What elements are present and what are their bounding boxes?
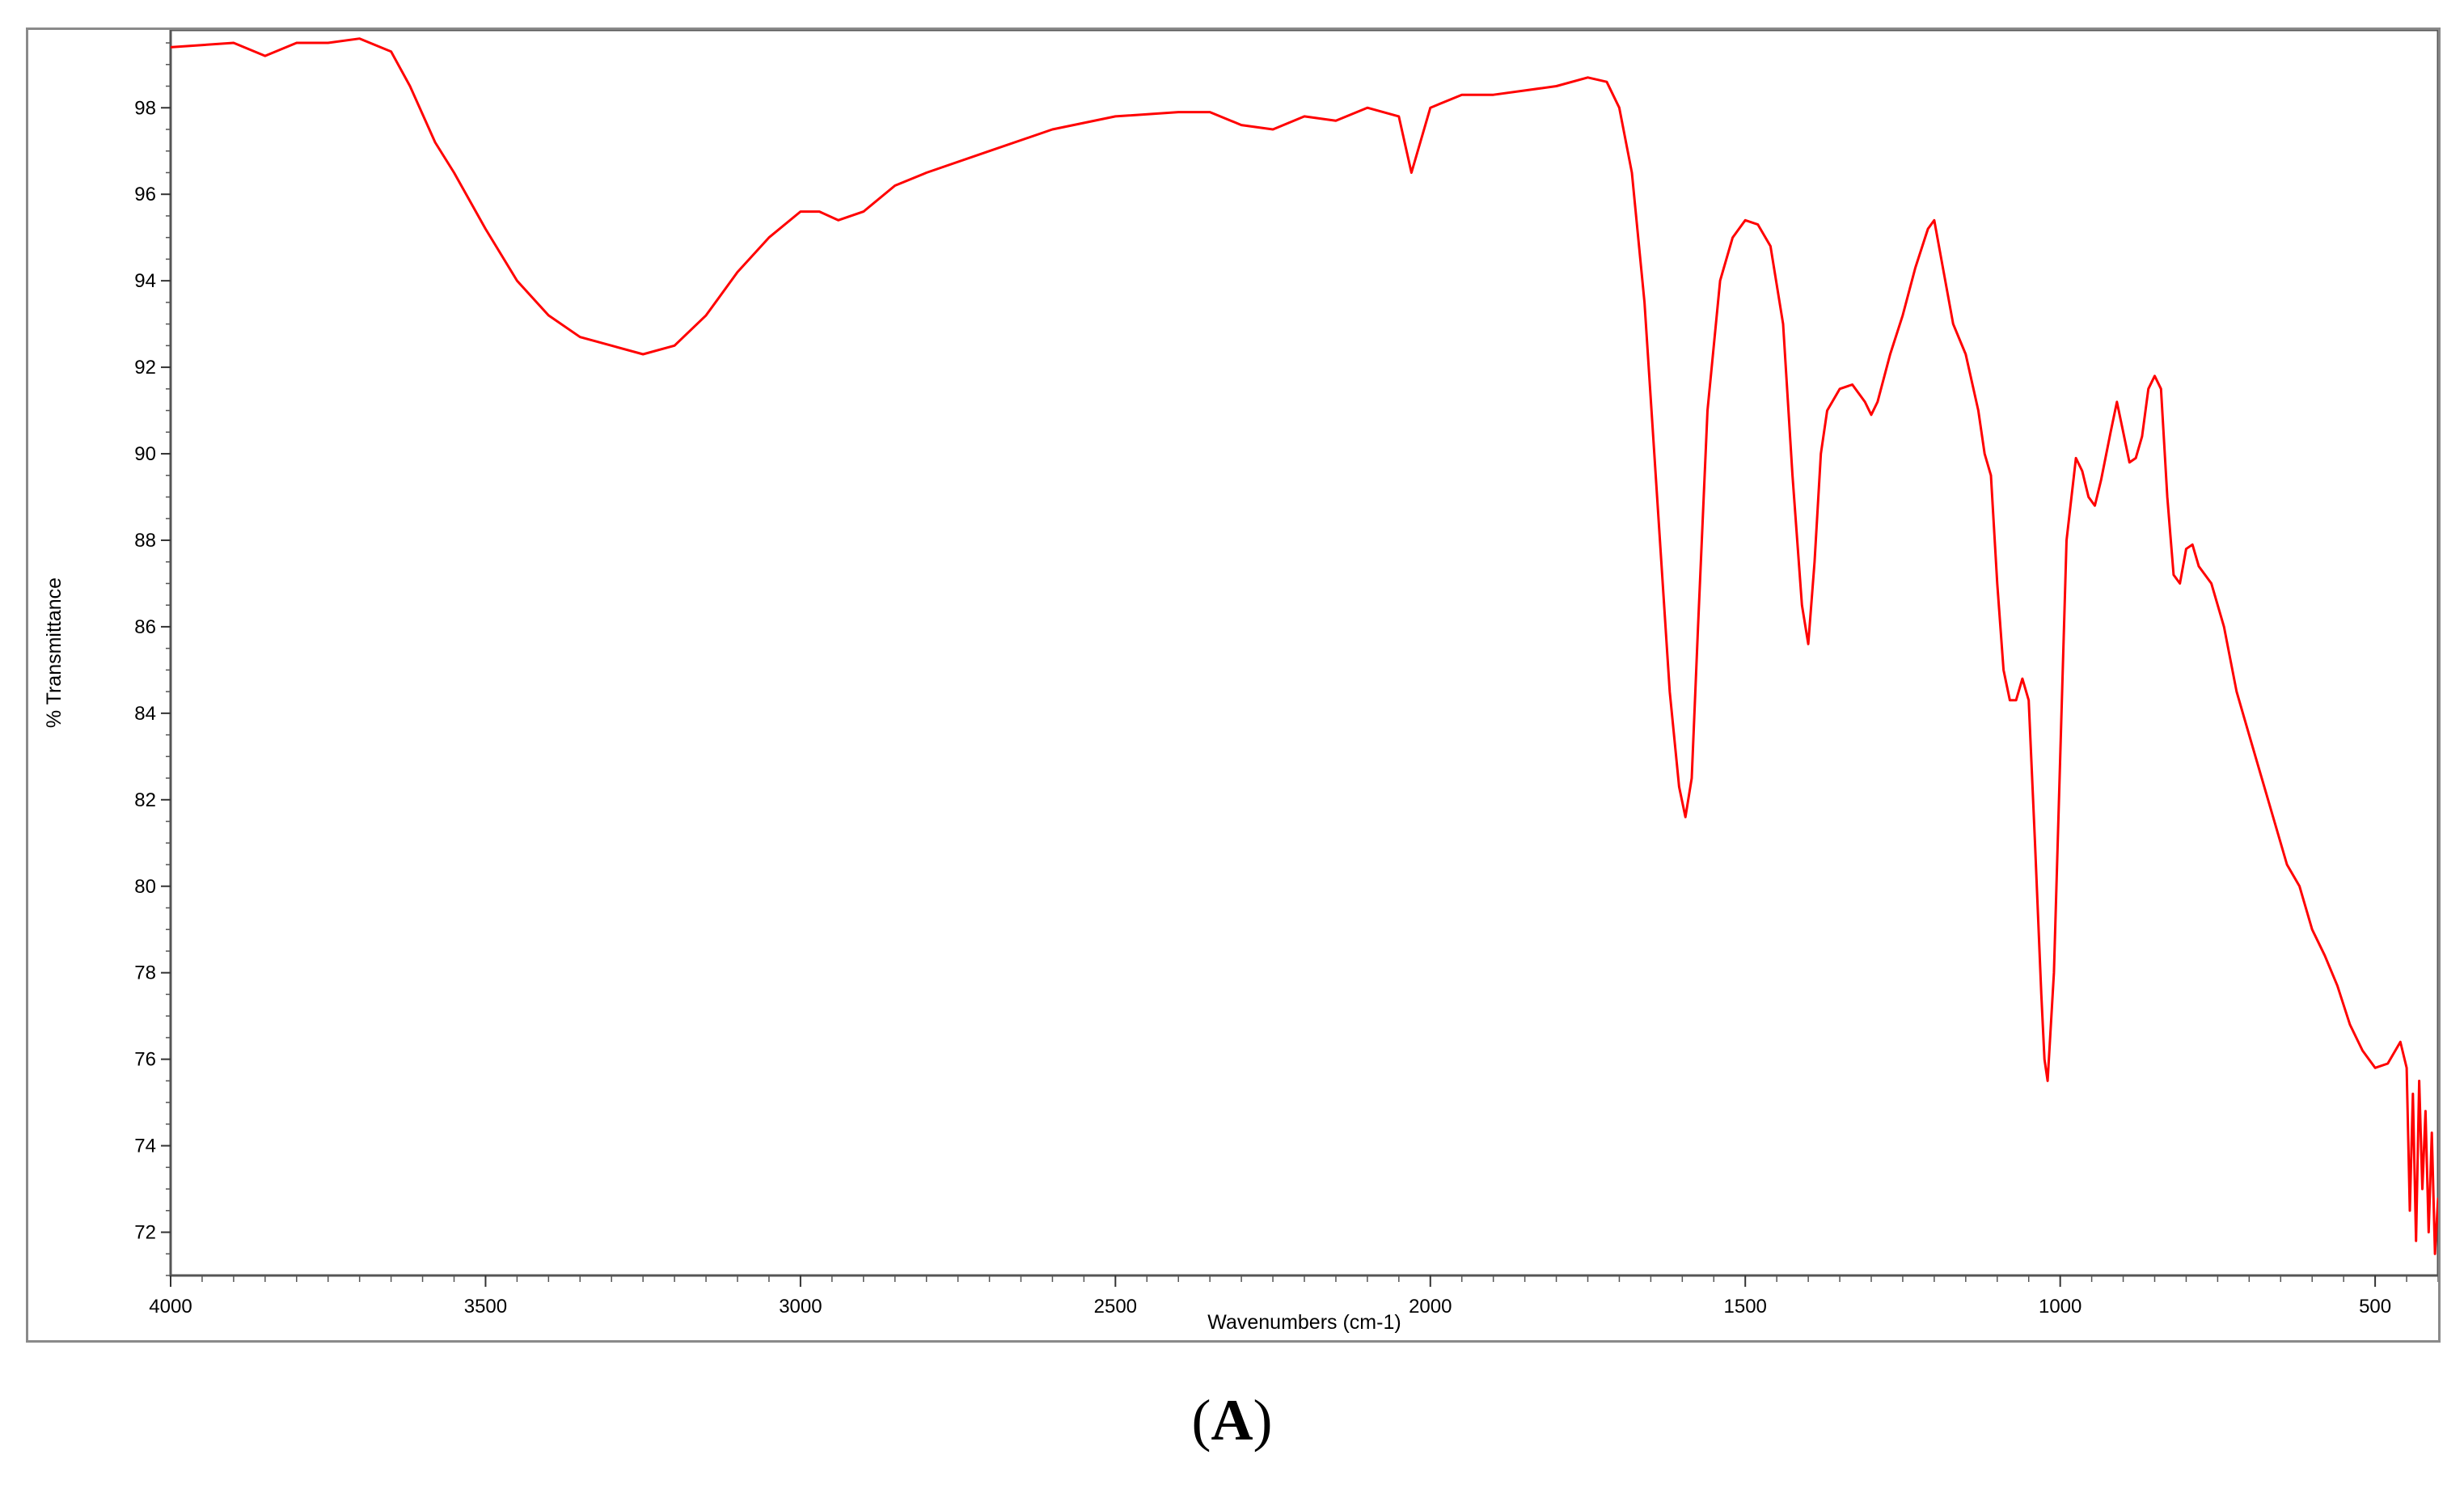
ftir-spectrum-chart: 72 74 76 78 80 82 84 86 88 90 92 94 96 98 4000 3500 300… <box>43 30 2438 1334</box>
y-tick-label: 90 <box>134 443 156 465</box>
y-tick-label: 76 <box>134 1049 156 1071</box>
caption-letter: A <box>1211 1388 1253 1453</box>
y-axis: 72 74 76 78 80 82 84 86 88 90 92 94 96 98 <box>134 42 171 1276</box>
x-tick-label: 1000 <box>2039 1296 2082 1318</box>
caption-open-paren: ( <box>1191 1388 1211 1453</box>
y-tick-label: 84 <box>134 703 156 725</box>
y-tick-label: 86 <box>134 616 156 638</box>
y-tick-label: 94 <box>134 270 156 292</box>
x-tick-label: 4000 <box>149 1296 192 1318</box>
figure-caption: (A) <box>0 1387 2464 1454</box>
x-tick-label: 2000 <box>1409 1296 1452 1318</box>
y-tick-label: 74 <box>134 1136 156 1157</box>
x-axis-label: Wavenumbers (cm-1) <box>1207 1311 1401 1334</box>
x-tick-label: 2500 <box>1094 1296 1137 1318</box>
y-tick-label: 98 <box>134 97 156 119</box>
y-tick-label: 80 <box>134 876 156 898</box>
y-tick-label: 96 <box>134 184 156 205</box>
x-tick-label: 3000 <box>779 1296 822 1318</box>
spectrum-line <box>170 37 2438 1255</box>
caption-close-paren: ) <box>1253 1388 1273 1453</box>
y-tick-label: 72 <box>134 1222 156 1244</box>
x-axis: 4000 3500 3000 2500 2000 1500 1000 500 <box>149 1275 2438 1318</box>
y-tick-label: 88 <box>134 530 156 552</box>
y-tick-label: 78 <box>134 962 156 984</box>
x-tick-label: 1500 <box>1724 1296 1767 1318</box>
x-tick-label: 3500 <box>464 1296 507 1318</box>
chart-frame: 72 74 76 78 80 82 84 86 88 90 92 94 96 98 4000 3500 300… <box>26 27 2441 1343</box>
x-tick-label: 500 <box>2359 1296 2391 1318</box>
plot-area <box>169 30 2438 1277</box>
y-axis-label: % Transmittance <box>43 577 66 728</box>
y-tick-label: 82 <box>134 789 156 811</box>
y-tick-label: 92 <box>134 357 156 379</box>
